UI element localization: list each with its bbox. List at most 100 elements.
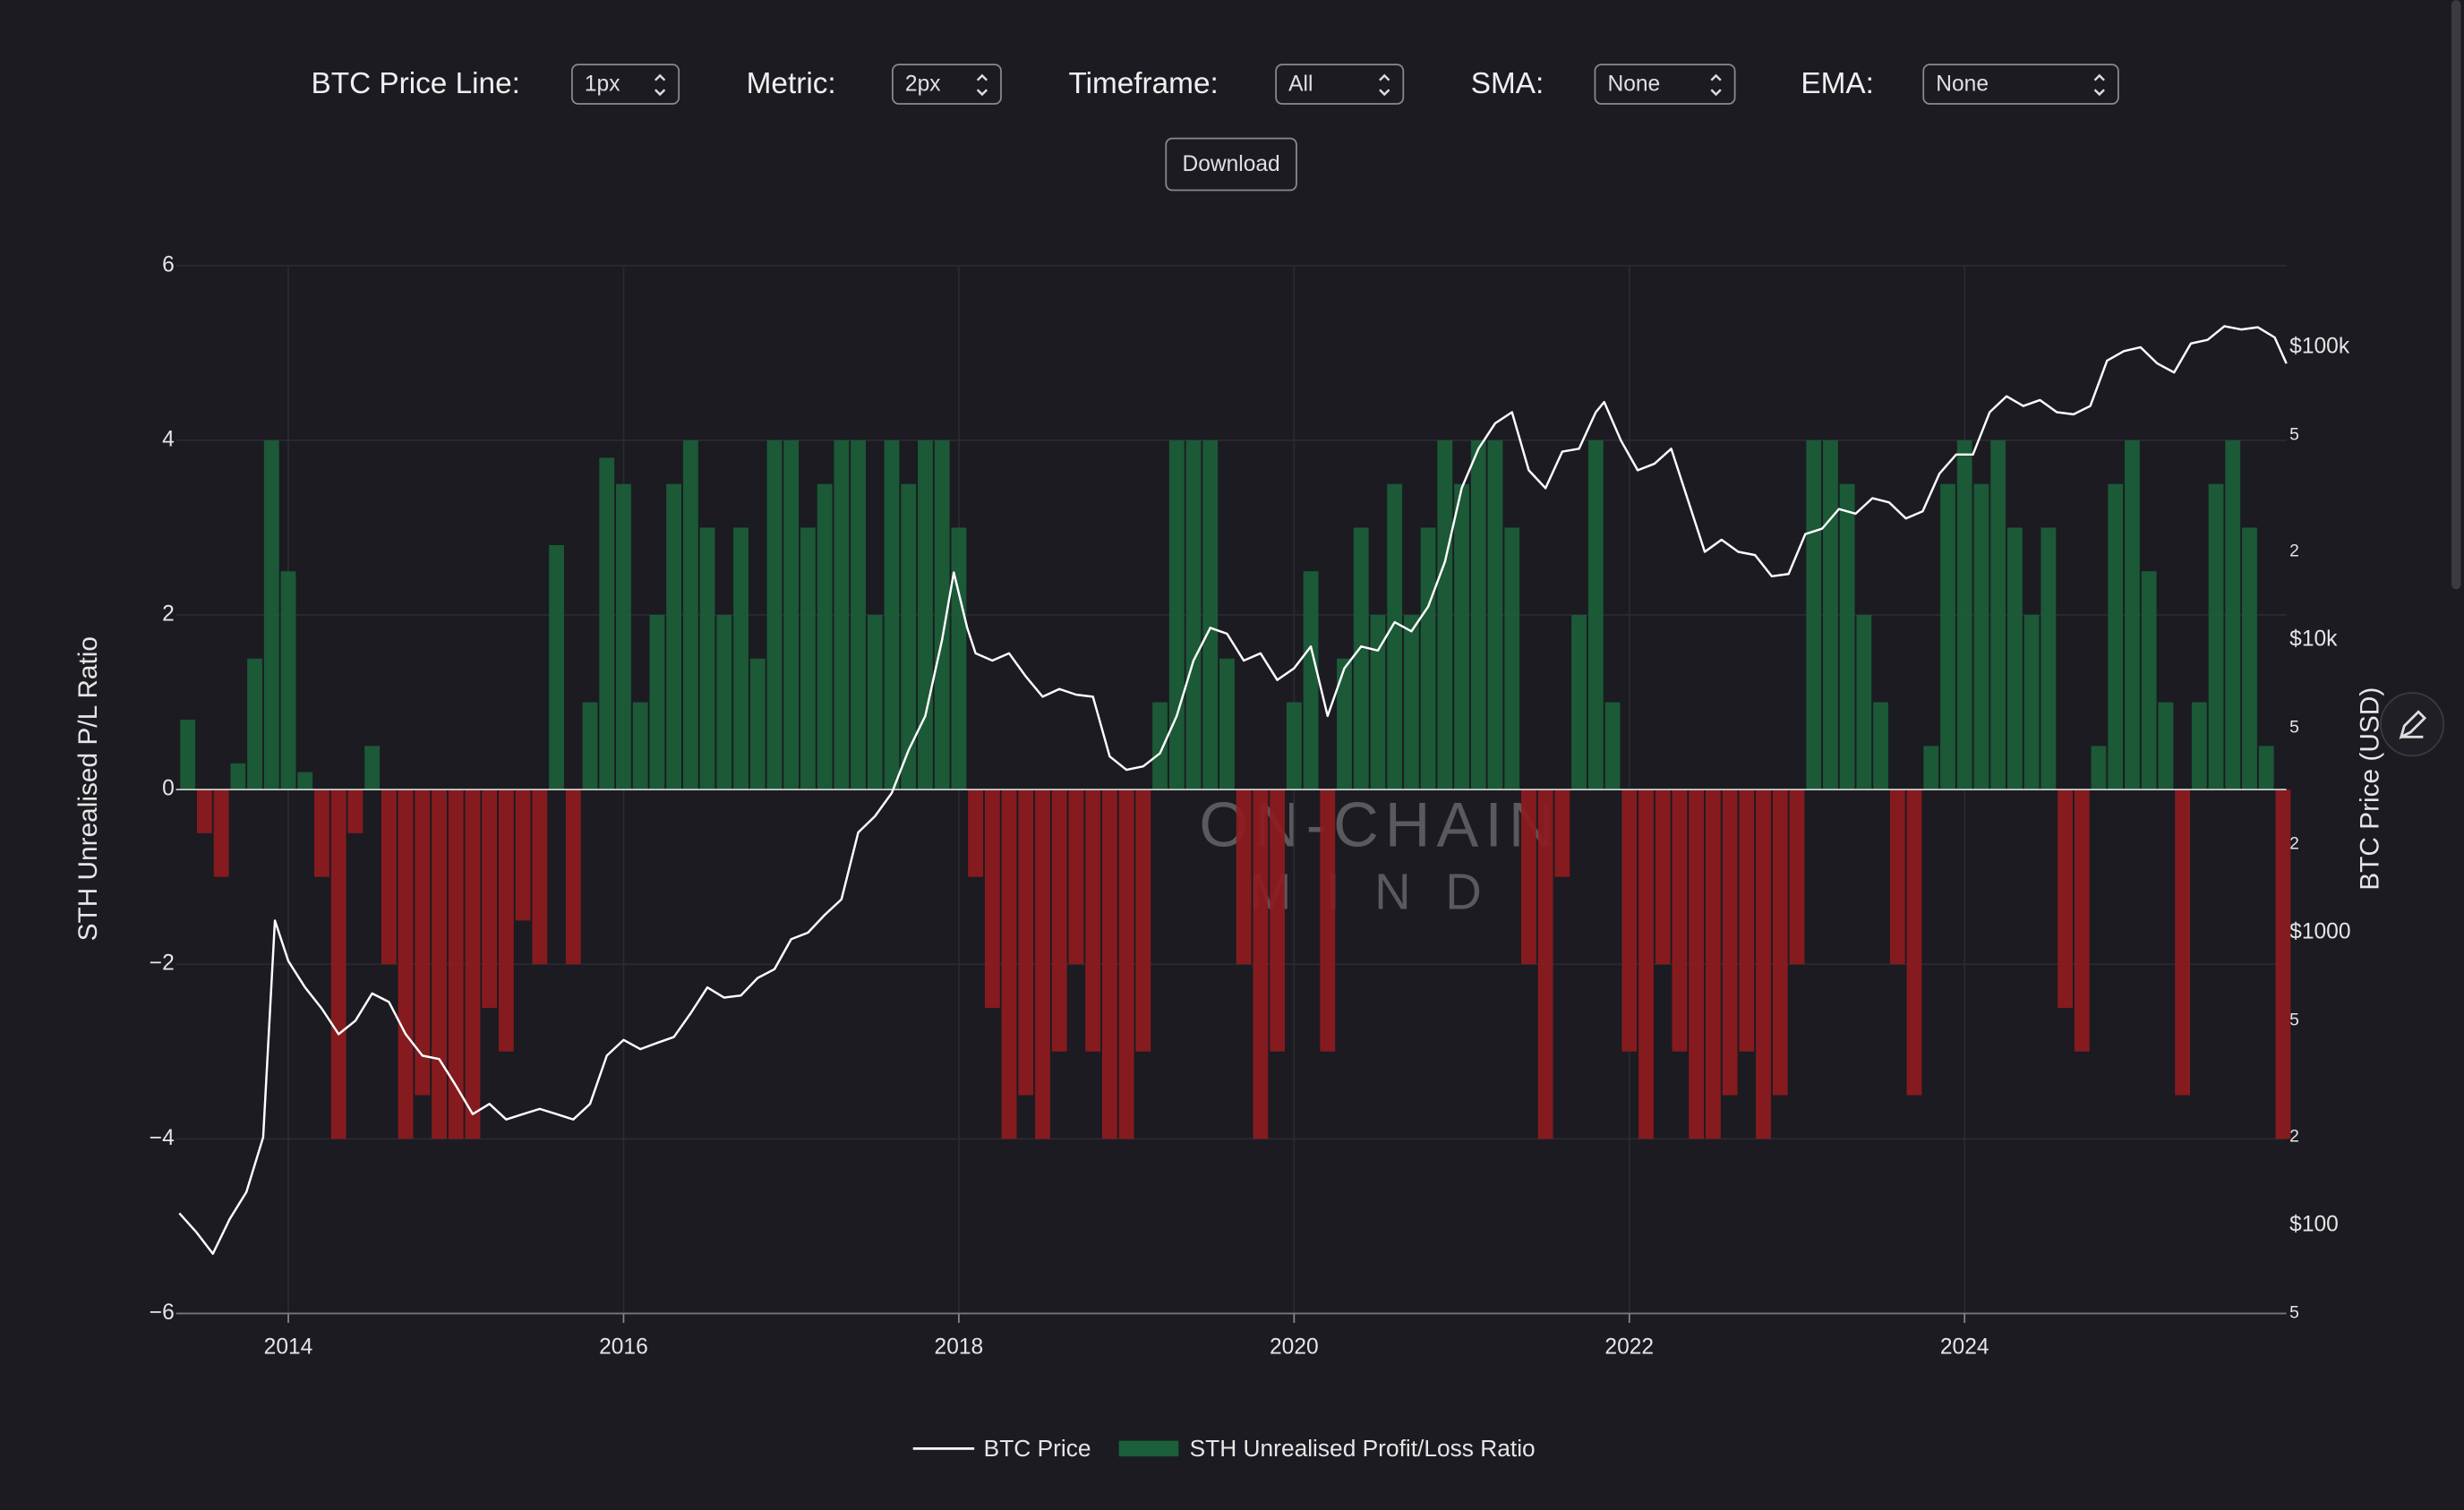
ratio-bar (1236, 789, 1252, 965)
ratio-bar (2242, 527, 2257, 790)
watermark: MIND (1250, 863, 1517, 919)
select[interactable]: None (1594, 64, 1736, 105)
download-label[interactable]: Download (1182, 152, 1279, 176)
ratio-bar (1270, 789, 1286, 1052)
control-label: EMA: (1801, 67, 1873, 100)
ratio-bar (1823, 439, 1838, 790)
ratio-bar (749, 658, 766, 790)
ratio-bar (1739, 789, 1755, 1052)
ratio-bar (1470, 439, 1486, 790)
ratio-bar (1889, 789, 1905, 965)
y2-tick-label: $100k (2289, 334, 2350, 358)
edit-button[interactable] (2380, 692, 2445, 757)
y-tick-label: 6 (162, 252, 175, 277)
control-label: Timeframe: (1068, 67, 1218, 100)
ratio-bar (565, 789, 581, 965)
select-value[interactable]: 1px (585, 72, 620, 96)
ratio-bar (2108, 483, 2124, 790)
download-button[interactable]: Download (1165, 137, 1297, 192)
ratio-bar (1587, 439, 1604, 790)
ratio-bar (2225, 439, 2241, 790)
ratio-bar (1152, 702, 1168, 790)
legend-swatch (1118, 1440, 1179, 1457)
ratio-bar (2275, 789, 2291, 1139)
ratio-bar (616, 483, 631, 790)
ratio-bar (1353, 527, 1369, 790)
y-tick-label: −4 (150, 1126, 175, 1150)
ratio-bar (1604, 702, 1621, 790)
ratio-bar (381, 789, 397, 965)
select-value[interactable]: All (1288, 72, 1313, 96)
y2-tick-label: 2 (2289, 542, 2299, 561)
ratio-bar (582, 702, 598, 790)
ratio-bar (2258, 746, 2274, 790)
ratio-bar (2175, 789, 2191, 1096)
y2-tick-label: 2 (2289, 835, 2299, 854)
ratio-bar (1168, 439, 1185, 790)
select[interactable]: 2px (892, 64, 1002, 105)
y-tick-label: 4 (162, 427, 175, 451)
ratio-bar (280, 571, 296, 790)
ratio-bar (2074, 789, 2090, 1052)
ratio-bar (1873, 702, 1889, 790)
ratio-bar (2006, 527, 2023, 790)
select-box[interactable] (1594, 64, 1736, 105)
select-value[interactable]: None (1607, 72, 1660, 96)
ratio-bar (364, 746, 381, 790)
ratio-bar (398, 789, 414, 1139)
select[interactable]: None (1922, 64, 2119, 105)
y2-tick-label: $1000 (2289, 919, 2350, 943)
select-box[interactable] (1922, 64, 2119, 105)
select-chevron (976, 73, 988, 97)
ratio-bar (1035, 789, 1050, 1139)
select-chevron (654, 73, 666, 97)
ratio-bar (1956, 439, 1972, 790)
download-box[interactable] (1165, 137, 1297, 192)
ratio-bar (1689, 789, 1705, 1139)
price-line (178, 325, 2288, 1255)
select-chevron (1710, 73, 1722, 97)
ratio-bar (1722, 789, 1738, 1096)
select-box[interactable] (1275, 64, 1405, 105)
ratio-bar (2091, 746, 2107, 790)
select-box[interactable] (892, 64, 1002, 105)
ratio-bar (549, 544, 564, 790)
ratio-bar (1789, 789, 1805, 965)
ratio-bar (1454, 483, 1469, 790)
ratio-bar (834, 439, 850, 790)
ratio-bar (1185, 439, 1202, 790)
select-box[interactable] (570, 64, 680, 105)
y-tick-label: −2 (150, 951, 175, 976)
ratio-bar (432, 789, 447, 1139)
ratio-bar (934, 439, 950, 790)
ratio-bar (1286, 702, 1302, 790)
ratio-bar (1839, 483, 1855, 790)
ratio-bar (1756, 789, 1771, 1139)
ratio-bar (1621, 789, 1638, 1052)
select[interactable]: 1px (570, 64, 680, 105)
ratio-bar (649, 615, 665, 790)
select-value[interactable]: None (1936, 72, 1989, 96)
ratio-bar (1001, 789, 1017, 1139)
ratio-bar (230, 763, 246, 790)
ratio-bar (2125, 439, 2140, 790)
scrollbar[interactable] (2451, 0, 2461, 590)
legend-label: BTC Price (984, 1435, 1091, 1462)
ratio-bar (1135, 789, 1151, 1052)
ratio-bar (180, 720, 196, 790)
ratio-bar (699, 527, 715, 790)
legend-label: STH Unrealised Profit/Loss Ratio (1190, 1435, 1536, 1462)
ratio-bar (415, 789, 431, 1096)
ratio-bar (1253, 789, 1269, 1139)
ratio-bar (1420, 527, 1436, 790)
ratio-bar (314, 789, 329, 877)
select[interactable]: All (1275, 64, 1405, 105)
select-value[interactable]: 2px (905, 72, 941, 96)
y-tick-label: 0 (162, 777, 175, 801)
ratio-bar (1337, 658, 1352, 790)
ratio-bar (297, 772, 313, 790)
control-label: Metric: (747, 67, 836, 100)
x-tick-label: 2024 (1940, 1335, 1989, 1360)
